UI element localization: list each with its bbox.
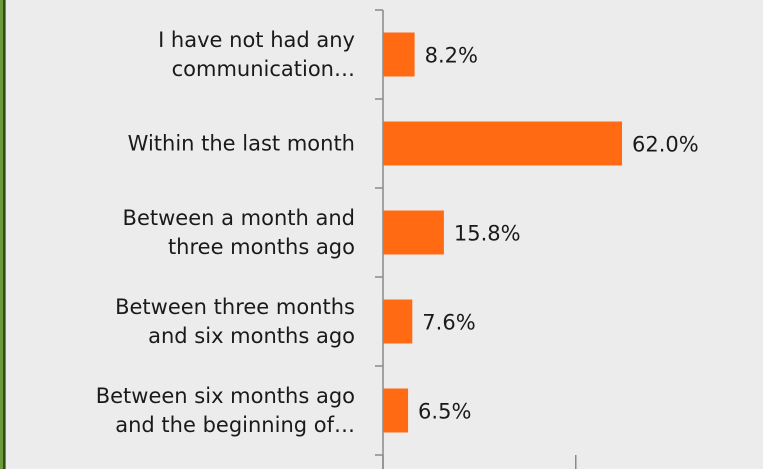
bar bbox=[383, 299, 413, 344]
category-label: Within the last month bbox=[127, 131, 355, 155]
data-label: 15.8% bbox=[454, 222, 521, 246]
bar bbox=[383, 121, 623, 166]
data-label: 8.2% bbox=[425, 44, 478, 68]
category-label: I have not had any communication… bbox=[158, 27, 355, 81]
data-label: 6.5% bbox=[418, 400, 471, 424]
bar bbox=[383, 210, 444, 255]
data-label: 7.6% bbox=[422, 311, 475, 335]
bar bbox=[383, 32, 415, 77]
category-label: Between six months ago and the beginning… bbox=[95, 383, 355, 437]
category-label: Between three months and six months ago bbox=[115, 294, 355, 348]
left-border-line bbox=[3, 0, 5, 469]
data-label: 62.0% bbox=[632, 133, 699, 157]
bar bbox=[383, 388, 409, 433]
category-label: Between a month and three months ago bbox=[122, 205, 355, 259]
